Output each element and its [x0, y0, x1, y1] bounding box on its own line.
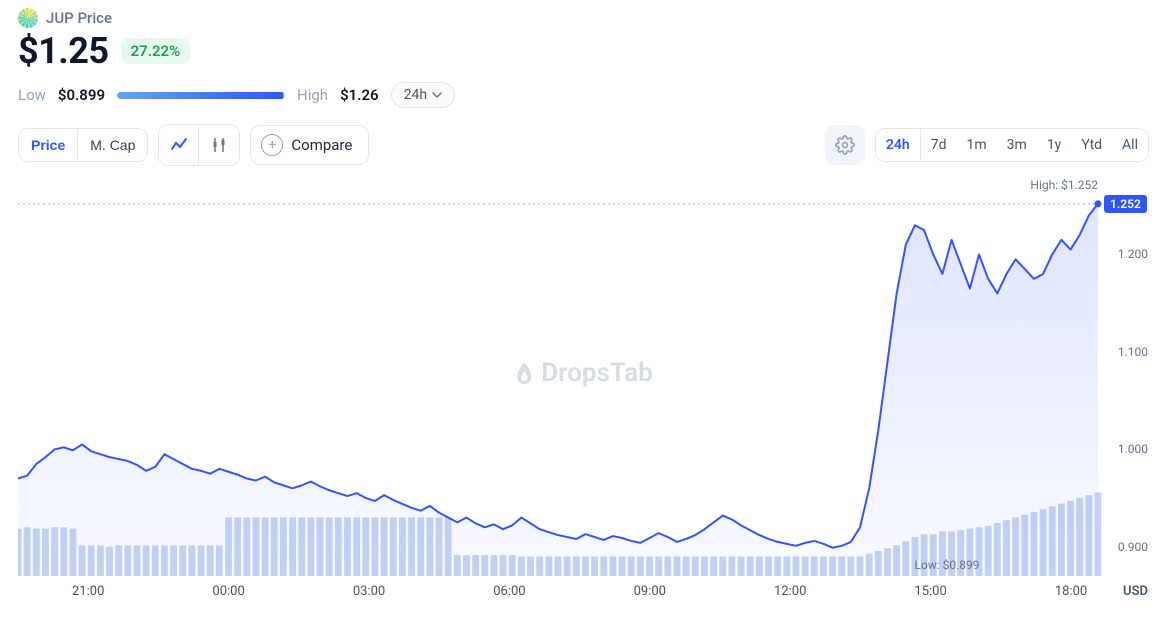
x-tick: 00:00: [212, 584, 244, 599]
line-chart-button[interactable]: [159, 125, 199, 165]
y-tick: 1.100: [1118, 345, 1148, 359]
gear-icon: [835, 135, 855, 155]
x-tick: 03:00: [353, 584, 385, 599]
plus-icon: +: [261, 134, 283, 156]
chevron-down-icon: [432, 90, 442, 100]
metric-toggle: Price M. Cap: [18, 128, 148, 162]
ticker-label: JUP Price: [46, 9, 112, 27]
compare-label: Compare: [291, 136, 352, 154]
y-tick: 1.200: [1118, 247, 1148, 261]
range-timeframe-label: 24h: [404, 87, 427, 103]
x-tick: 09:00: [634, 584, 666, 599]
timeframe-ytd[interactable]: Ytd: [1071, 129, 1112, 161]
chart-low-annotation: Low: $0.899: [914, 558, 979, 572]
current-price-badge: 1.252: [1104, 195, 1147, 213]
timeframe-1m[interactable]: 1m: [957, 129, 997, 161]
pct-change-badge: 27.22%: [121, 38, 191, 64]
metric-tab-price[interactable]: Price: [19, 129, 78, 161]
metric-tab-mcap[interactable]: M. Cap: [78, 129, 147, 161]
timeframe-all[interactable]: All: [1112, 129, 1148, 161]
timeframe-24h[interactable]: 24h: [876, 129, 921, 161]
token-logo: [18, 8, 38, 28]
line-chart-icon: [170, 136, 188, 154]
x-tick: 06:00: [493, 584, 525, 599]
high-label: High: [297, 86, 328, 104]
x-tick: 21:00: [72, 584, 104, 599]
chart-canvas: [18, 178, 1148, 606]
timeframe-3m[interactable]: 3m: [997, 129, 1037, 161]
timeframe-selector: 24h 7d 1m 3m 1y Ytd All: [875, 128, 1149, 162]
low-label: Low: [18, 86, 46, 104]
timeframe-1y[interactable]: 1y: [1037, 129, 1072, 161]
range-bar: [117, 92, 285, 99]
range-timeframe-pill[interactable]: 24h: [391, 82, 455, 108]
settings-button[interactable]: [825, 125, 865, 165]
timeframe-7d[interactable]: 7d: [921, 129, 957, 161]
compare-button[interactable]: + Compare: [250, 125, 369, 165]
high-value: $1.26: [340, 86, 379, 104]
chart-type-toggle: [158, 124, 240, 166]
x-tick: 15:00: [914, 584, 946, 599]
candlestick-icon: [210, 136, 228, 154]
x-tick: 18:00: [1055, 584, 1087, 599]
currency-label: USD: [1123, 584, 1148, 599]
low-value: $0.899: [58, 86, 105, 104]
x-tick: 12:00: [774, 584, 806, 599]
price-chart[interactable]: High: $1.252 DropsTab 0.9001.0001.1001.2…: [18, 178, 1148, 608]
candlestick-button[interactable]: [199, 125, 239, 165]
y-tick: 0.900: [1118, 540, 1148, 554]
price-value: $1.25: [18, 30, 109, 72]
y-tick: 1.000: [1118, 442, 1148, 456]
